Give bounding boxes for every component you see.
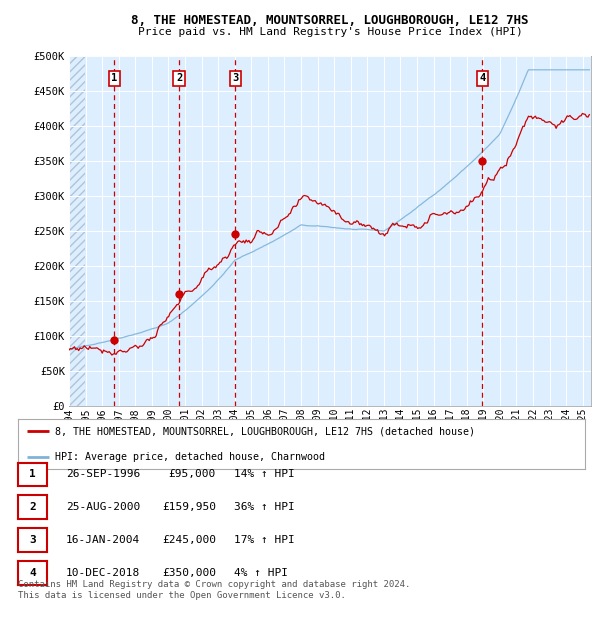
Text: 4: 4 [29, 568, 36, 578]
Text: Price paid vs. HM Land Registry's House Price Index (HPI): Price paid vs. HM Land Registry's House … [137, 27, 523, 37]
Text: 2: 2 [29, 502, 36, 512]
Text: 10-DEC-2018: 10-DEC-2018 [66, 568, 140, 578]
Text: This data is licensed under the Open Government Licence v3.0.: This data is licensed under the Open Gov… [18, 591, 346, 600]
Text: 25-AUG-2000: 25-AUG-2000 [66, 502, 140, 512]
Text: £245,000: £245,000 [162, 535, 216, 545]
Text: 16-JAN-2004: 16-JAN-2004 [66, 535, 140, 545]
Text: 36% ↑ HPI: 36% ↑ HPI [234, 502, 295, 512]
Text: 17% ↑ HPI: 17% ↑ HPI [234, 535, 295, 545]
Text: 3: 3 [29, 535, 36, 545]
Text: 3: 3 [232, 73, 239, 83]
Text: 8, THE HOMESTEAD, MOUNTSORREL, LOUGHBOROUGH, LE12 7HS (detached house): 8, THE HOMESTEAD, MOUNTSORREL, LOUGHBORO… [55, 426, 475, 436]
Text: £95,000: £95,000 [169, 469, 216, 479]
Text: Contains HM Land Registry data © Crown copyright and database right 2024.: Contains HM Land Registry data © Crown c… [18, 580, 410, 589]
Text: 14% ↑ HPI: 14% ↑ HPI [234, 469, 295, 479]
Text: 26-SEP-1996: 26-SEP-1996 [66, 469, 140, 479]
Text: £350,000: £350,000 [162, 568, 216, 578]
Text: £159,950: £159,950 [162, 502, 216, 512]
Text: HPI: Average price, detached house, Charnwood: HPI: Average price, detached house, Char… [55, 451, 325, 462]
Text: 1: 1 [111, 73, 118, 83]
Text: 4% ↑ HPI: 4% ↑ HPI [234, 568, 288, 578]
Text: 8, THE HOMESTEAD, MOUNTSORREL, LOUGHBOROUGH, LE12 7HS: 8, THE HOMESTEAD, MOUNTSORREL, LOUGHBORO… [131, 14, 529, 27]
Text: 2: 2 [176, 73, 182, 83]
Text: 1: 1 [29, 469, 36, 479]
Text: 4: 4 [479, 73, 485, 83]
